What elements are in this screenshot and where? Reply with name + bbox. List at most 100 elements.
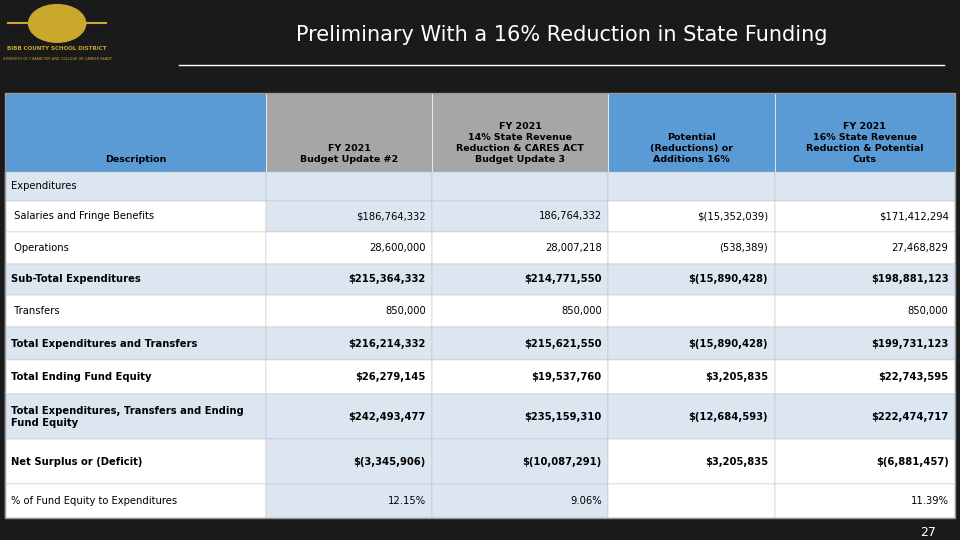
Bar — [609, 295, 775, 327]
Bar — [433, 93, 609, 172]
Text: Potential
(Reductions) or
Additions 16%: Potential (Reductions) or Additions 16% — [650, 133, 733, 164]
Text: $215,364,332: $215,364,332 — [348, 274, 426, 284]
Bar — [609, 172, 775, 200]
Text: $(15,352,039): $(15,352,039) — [697, 211, 768, 221]
Text: Total Expenditures, Transfers and Ending
Fund Equity: Total Expenditures, Transfers and Ending… — [11, 406, 243, 428]
Text: 27: 27 — [920, 526, 936, 539]
Text: STRENGTH OF CHARACTER AND COLLEGE OR CAREER READY: STRENGTH OF CHARACTER AND COLLEGE OR CAR… — [3, 57, 111, 60]
Bar — [775, 232, 955, 264]
Text: $19,537,760: $19,537,760 — [532, 373, 602, 382]
Bar — [775, 440, 955, 484]
Text: $186,764,332: $186,764,332 — [356, 211, 426, 221]
Bar — [266, 295, 433, 327]
Bar — [5, 361, 266, 395]
Bar — [5, 93, 266, 172]
Text: (538,389): (538,389) — [719, 243, 768, 253]
Bar — [609, 361, 775, 395]
Text: $171,412,294: $171,412,294 — [878, 211, 948, 221]
Text: $222,474,717: $222,474,717 — [872, 412, 948, 422]
Bar — [609, 93, 775, 172]
Text: $26,279,145: $26,279,145 — [355, 373, 426, 382]
Text: 850,000: 850,000 — [385, 306, 426, 316]
Bar — [433, 395, 609, 440]
Bar — [775, 484, 955, 518]
Text: Operations: Operations — [11, 243, 68, 253]
Text: 27,468,829: 27,468,829 — [892, 243, 948, 253]
Text: Total Ending Fund Equity: Total Ending Fund Equity — [11, 373, 151, 382]
Bar — [266, 361, 433, 395]
Text: FY 2021
Budget Update #2: FY 2021 Budget Update #2 — [300, 144, 398, 164]
Text: $22,743,595: $22,743,595 — [878, 373, 948, 382]
Text: 850,000: 850,000 — [561, 306, 602, 316]
Bar — [775, 172, 955, 200]
Bar — [433, 295, 609, 327]
Bar — [5, 264, 266, 295]
Bar — [609, 395, 775, 440]
Bar — [5, 395, 266, 440]
Text: 186,764,332: 186,764,332 — [539, 211, 602, 221]
Text: $(3,345,906): $(3,345,906) — [353, 457, 426, 467]
Bar — [266, 484, 433, 518]
Ellipse shape — [29, 5, 85, 42]
Bar — [266, 172, 433, 200]
Bar — [433, 361, 609, 395]
Bar — [433, 440, 609, 484]
Bar — [5, 172, 266, 200]
Text: Total Expenditures and Transfers: Total Expenditures and Transfers — [11, 339, 197, 348]
Text: % of Fund Equity to Expenditures: % of Fund Equity to Expenditures — [11, 496, 177, 507]
Bar — [775, 295, 955, 327]
Bar — [609, 440, 775, 484]
Text: $(10,087,291): $(10,087,291) — [522, 457, 602, 467]
Bar — [266, 395, 433, 440]
Text: FY 2021
14% State Revenue
Reduction & CARES ACT
Budget Update 3: FY 2021 14% State Revenue Reduction & CA… — [456, 122, 585, 164]
Bar — [433, 264, 609, 295]
Text: $(15,890,428): $(15,890,428) — [688, 339, 768, 348]
Text: Net Surplus or (Deficit): Net Surplus or (Deficit) — [11, 457, 142, 467]
Bar — [609, 264, 775, 295]
Text: $242,493,477: $242,493,477 — [348, 412, 426, 422]
Bar — [266, 440, 433, 484]
Text: Salaries and Fringe Benefits: Salaries and Fringe Benefits — [11, 211, 154, 221]
Text: $3,205,835: $3,205,835 — [705, 457, 768, 467]
Bar — [433, 484, 609, 518]
Bar — [433, 232, 609, 264]
Text: FY 2021
16% State Revenue
Reduction & Potential
Cuts: FY 2021 16% State Revenue Reduction & Po… — [806, 122, 924, 164]
Text: Sub-Total Expenditures: Sub-Total Expenditures — [11, 274, 140, 284]
Bar — [775, 93, 955, 172]
Text: Description: Description — [105, 155, 166, 164]
Bar — [775, 200, 955, 232]
Bar — [609, 200, 775, 232]
Bar — [5, 232, 266, 264]
Bar — [266, 264, 433, 295]
Bar — [433, 327, 609, 361]
Text: 28,600,000: 28,600,000 — [370, 243, 426, 253]
Text: BIBB COUNTY SCHOOL DISTRICT: BIBB COUNTY SCHOOL DISTRICT — [8, 46, 107, 51]
Text: 28,007,218: 28,007,218 — [545, 243, 602, 253]
Text: $(15,890,428): $(15,890,428) — [688, 274, 768, 284]
Text: $3,205,835: $3,205,835 — [705, 373, 768, 382]
Text: Preliminary With a 16% Reduction in State Funding: Preliminary With a 16% Reduction in Stat… — [296, 25, 828, 45]
Text: Expenditures: Expenditures — [11, 181, 76, 191]
Bar — [609, 327, 775, 361]
Text: $215,621,550: $215,621,550 — [524, 339, 602, 348]
Bar — [775, 395, 955, 440]
Text: $(6,881,457): $(6,881,457) — [876, 457, 948, 467]
Bar — [775, 327, 955, 361]
Bar — [5, 484, 266, 518]
Text: Transfers: Transfers — [11, 306, 60, 316]
Bar — [266, 232, 433, 264]
Bar — [266, 327, 433, 361]
Bar — [266, 93, 433, 172]
Text: $198,881,123: $198,881,123 — [871, 274, 948, 284]
Bar — [5, 327, 266, 361]
Bar — [5, 440, 266, 484]
Bar — [775, 361, 955, 395]
Text: 12.15%: 12.15% — [388, 496, 426, 507]
Text: $216,214,332: $216,214,332 — [348, 339, 426, 348]
Text: 9.06%: 9.06% — [570, 496, 602, 507]
Bar — [609, 232, 775, 264]
Bar — [5, 295, 266, 327]
Text: $235,159,310: $235,159,310 — [524, 412, 602, 422]
Bar — [609, 484, 775, 518]
Text: 11.39%: 11.39% — [910, 496, 948, 507]
